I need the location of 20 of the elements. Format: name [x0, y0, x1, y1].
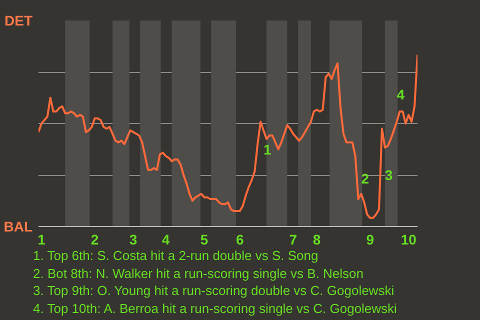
text: 1. Top 6th: S. Costa hit a 2-run double vs S. Song: [33, 247, 320, 264]
text: BAL: [4, 218, 33, 234]
text: 4. Top 10th: A. Berroa hit a run-scoring single vs C. Gogolewski: [33, 300, 397, 317]
x-tick-label: 7: [289, 232, 298, 248]
text: DET: [4, 12, 33, 28]
annotation: 3: [384, 167, 393, 184]
x-tick-label: 4: [162, 232, 170, 248]
annotation: 2: [361, 170, 370, 187]
x-tick-label: 1: [38, 232, 46, 248]
text: 3. Top 9th: O. Young hit a run-scoring double vs C. Gogolewski: [33, 282, 396, 300]
annotation: 1: [264, 141, 272, 158]
x-tick-label: 10: [400, 232, 417, 248]
text: 2. Bot 8th: N. Walker hit a run-scoring single vs B. Nelson: [33, 264, 364, 282]
x-tick-label: 9: [366, 232, 374, 248]
x-tick-label: 6: [236, 232, 244, 248]
x-tick-label: 8: [312, 232, 321, 248]
x-tick-label: 2: [90, 232, 99, 248]
x-tick-label: 5: [200, 232, 208, 248]
x-tick-label: 3: [129, 232, 138, 248]
annotation: 4: [396, 86, 405, 102]
